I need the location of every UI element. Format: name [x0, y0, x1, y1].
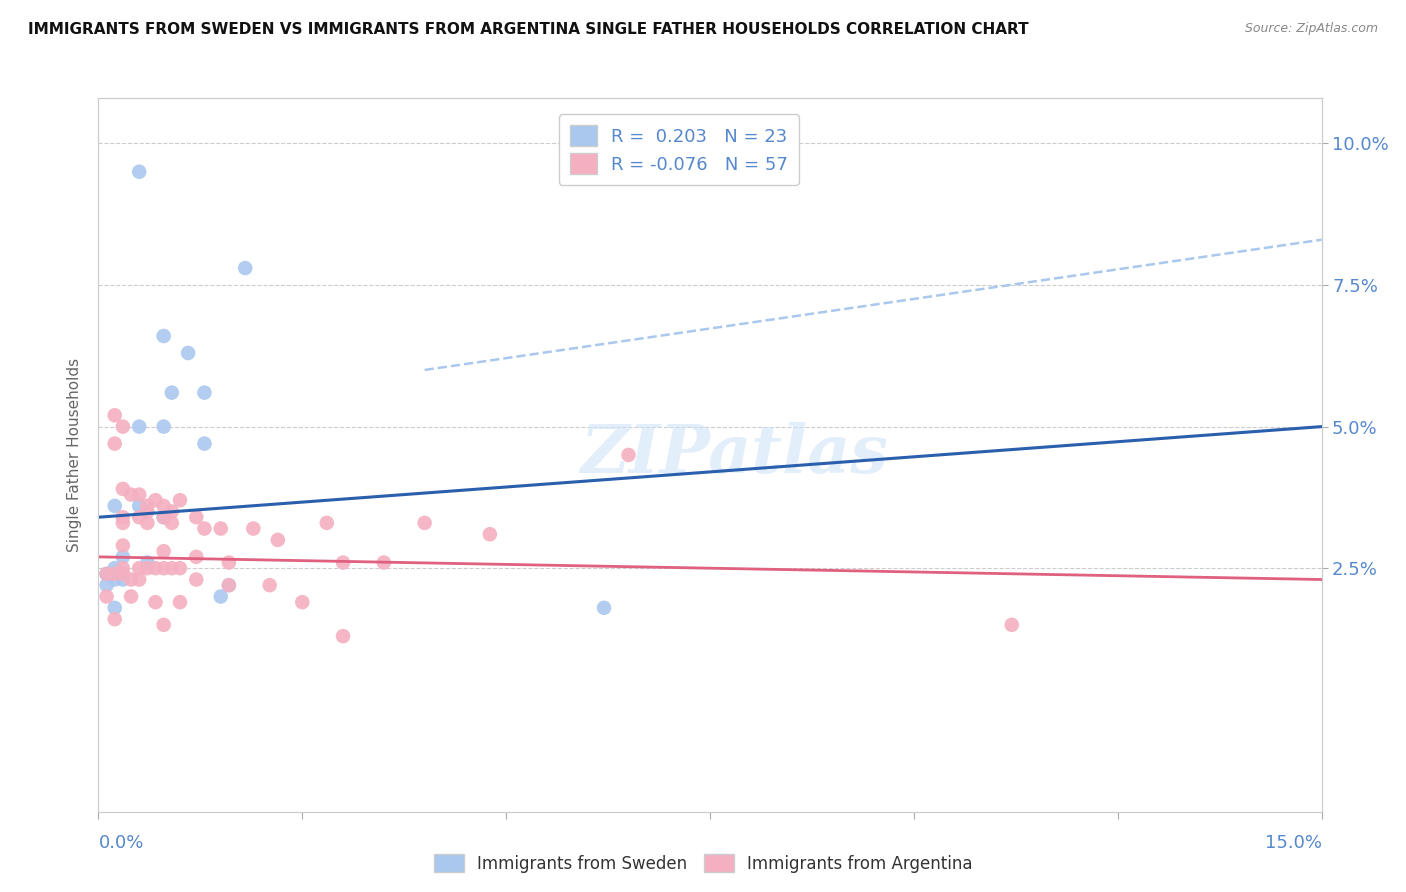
Point — [209, 522, 232, 536]
Point — [128, 561, 150, 575]
Point — [120, 573, 142, 587]
Point — [160, 385, 183, 400]
Point — [136, 556, 159, 570]
Point — [193, 522, 215, 536]
Point — [120, 590, 142, 604]
Text: ZIPatlas: ZIPatlas — [581, 423, 889, 487]
Point — [136, 504, 159, 518]
Point — [291, 595, 314, 609]
Point — [169, 595, 191, 609]
Point — [193, 385, 215, 400]
Point — [128, 419, 150, 434]
Point — [218, 556, 240, 570]
Point — [160, 504, 183, 518]
Point — [186, 573, 208, 587]
Point — [111, 561, 134, 575]
Point — [152, 329, 174, 343]
Point — [209, 590, 232, 604]
Point — [152, 510, 174, 524]
Point — [96, 590, 118, 604]
Point — [104, 566, 127, 581]
Text: Source: ZipAtlas.com: Source: ZipAtlas.com — [1244, 22, 1378, 36]
Text: IMMIGRANTS FROM SWEDEN VS IMMIGRANTS FROM ARGENTINA SINGLE FATHER HOUSEHOLDS COR: IMMIGRANTS FROM SWEDEN VS IMMIGRANTS FRO… — [28, 22, 1029, 37]
Point — [593, 600, 616, 615]
Point — [259, 578, 281, 592]
Point — [111, 516, 134, 530]
Point — [96, 566, 118, 581]
Point — [120, 487, 142, 501]
Point — [373, 556, 395, 570]
Point — [169, 493, 191, 508]
Point — [267, 533, 290, 547]
Point — [617, 448, 640, 462]
Point — [111, 510, 134, 524]
Legend: R =  0.203   N = 23, R = -0.076   N = 57: R = 0.203 N = 23, R = -0.076 N = 57 — [558, 114, 799, 185]
Point — [104, 499, 127, 513]
Point — [242, 522, 264, 536]
Point — [145, 595, 167, 609]
Point — [111, 566, 134, 581]
Text: 0.0%: 0.0% — [98, 834, 143, 852]
Point — [145, 493, 167, 508]
Point — [186, 549, 208, 564]
Point — [332, 629, 354, 643]
Point — [128, 510, 150, 524]
Point — [128, 573, 150, 587]
Point — [136, 561, 159, 575]
Point — [315, 516, 337, 530]
Y-axis label: Single Father Households: Single Father Households — [67, 358, 83, 552]
Point — [186, 510, 208, 524]
Point — [104, 612, 127, 626]
Point — [104, 436, 127, 450]
Point — [104, 409, 127, 423]
Point — [1001, 617, 1024, 632]
Point — [111, 539, 134, 553]
Point — [152, 419, 174, 434]
Point — [478, 527, 501, 541]
Point — [332, 556, 354, 570]
Point — [145, 561, 167, 575]
Point — [96, 566, 118, 581]
Point — [152, 510, 174, 524]
Point — [169, 561, 191, 575]
Point — [136, 516, 159, 530]
Point — [128, 165, 150, 179]
Point — [104, 600, 127, 615]
Point — [128, 487, 150, 501]
Point — [193, 436, 215, 450]
Point — [152, 499, 174, 513]
Point — [104, 573, 127, 587]
Point — [104, 561, 127, 575]
Point — [152, 544, 174, 558]
Point — [111, 419, 134, 434]
Point — [177, 346, 200, 360]
Point — [160, 561, 183, 575]
Point — [152, 561, 174, 575]
Point — [128, 499, 150, 513]
Point — [111, 482, 134, 496]
Point — [136, 499, 159, 513]
Point — [233, 260, 256, 275]
Text: 15.0%: 15.0% — [1264, 834, 1322, 852]
Point — [218, 578, 240, 592]
Point — [96, 578, 118, 592]
Point — [413, 516, 436, 530]
Legend: Immigrants from Sweden, Immigrants from Argentina: Immigrants from Sweden, Immigrants from … — [427, 847, 979, 880]
Point — [152, 617, 174, 632]
Point — [160, 516, 183, 530]
Point — [111, 549, 134, 564]
Point — [218, 578, 240, 592]
Point — [111, 573, 134, 587]
